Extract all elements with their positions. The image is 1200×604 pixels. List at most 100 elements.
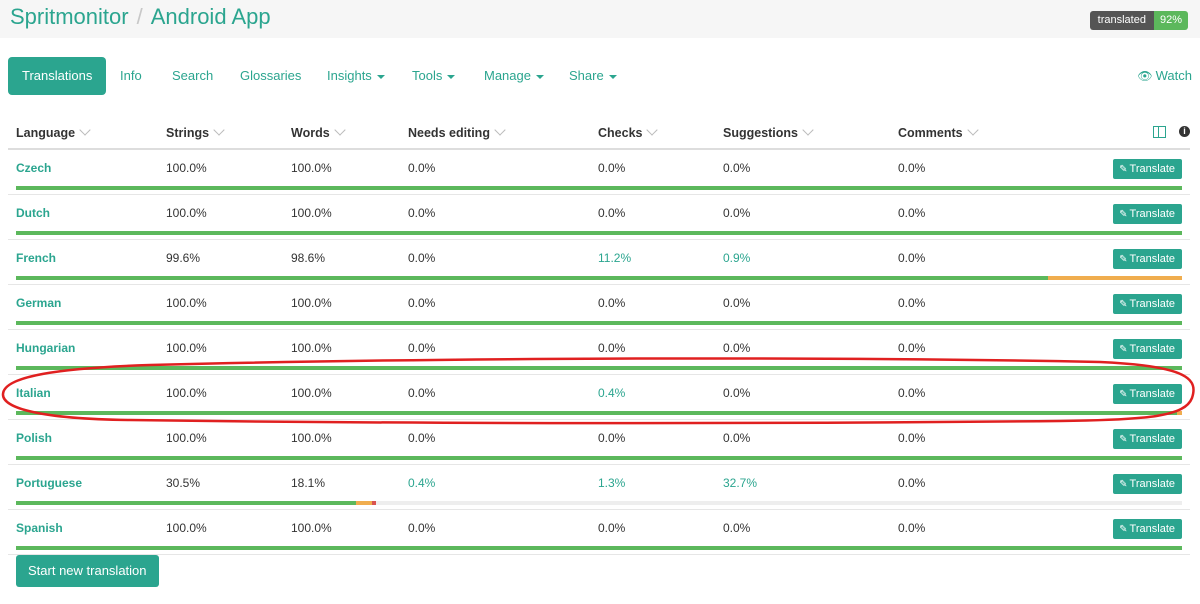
pencil-icon: ✎	[1119, 164, 1128, 175]
comments-cell: 0.0% ✎ Translate	[890, 194, 1190, 240]
sort-icon	[213, 124, 225, 136]
suggestions-value: 0.0%	[723, 161, 751, 175]
suggestions-value: 0.0%	[723, 386, 751, 400]
checks-value: 0.0%	[598, 206, 626, 220]
strings-cell: 100.0%	[158, 374, 283, 420]
words-value: 100.0%	[291, 521, 332, 535]
checks-value[interactable]: 0.4%	[598, 386, 626, 400]
col-strings[interactable]: Strings	[158, 118, 283, 150]
tab-search[interactable]: Search	[172, 57, 213, 95]
words-cell: 18.1%	[283, 464, 400, 510]
checks-value[interactable]: 11.2%	[598, 251, 632, 265]
column-label: Comments	[898, 126, 963, 140]
tab-label: Insights	[327, 68, 372, 83]
strings-cell: 100.0%	[158, 284, 283, 330]
tab-tools[interactable]: Tools	[412, 57, 456, 95]
col-checks[interactable]: Checks	[590, 118, 715, 150]
language-cell: Spanish	[8, 509, 1182, 555]
start-new-translation-button[interactable]: Start new translation	[16, 555, 159, 587]
watch-label: Watch	[1155, 68, 1192, 83]
language-link[interactable]: Spanish	[16, 521, 63, 535]
tab-manage[interactable]: Manage	[484, 57, 544, 95]
translate-button[interactable]: ✎ Translate	[1113, 519, 1182, 539]
translate-label: Translate	[1129, 478, 1175, 490]
tab-glossaries[interactable]: Glossaries	[240, 57, 301, 95]
language-link[interactable]: German	[16, 296, 62, 310]
translate-label: Translate	[1129, 208, 1175, 220]
suggestions-cell: 0.0%	[715, 374, 890, 420]
words-value: 98.6%	[291, 251, 326, 265]
words-cell: 100.0%	[283, 284, 400, 330]
language-link[interactable]: Italian	[16, 386, 51, 400]
table-row: Hungarian 100.0% 100.0% 0.0% 0.0% 0.0% 0.0% ✎ Tr…	[8, 329, 1190, 375]
checks-value: 0.0%	[598, 341, 626, 355]
col-language[interactable]: Language	[8, 118, 158, 150]
words-value: 100.0%	[291, 296, 332, 310]
translate-button[interactable]: ✎ Translate	[1113, 474, 1182, 494]
translate-button[interactable]: ✎ Translate	[1113, 159, 1182, 179]
words-value: 18.1%	[291, 476, 326, 490]
translate-button[interactable]: ✎ Translate	[1113, 384, 1182, 404]
tab-info[interactable]: Info	[120, 57, 142, 95]
comments-cell: 0.0% ✎ Translate	[890, 239, 1190, 285]
translate-label: Translate	[1129, 343, 1175, 355]
watch-button[interactable]: 👁 Watch	[1137, 57, 1192, 95]
checks-value[interactable]: 1.3%	[598, 476, 626, 490]
suggestions-cell: 0.0%	[715, 419, 890, 465]
language-link[interactable]: Czech	[16, 161, 52, 175]
translate-button[interactable]: ✎ Translate	[1113, 339, 1182, 359]
col-needs-editing[interactable]: Needs editing	[400, 118, 590, 150]
translate-button[interactable]: ✎ Translate	[1113, 204, 1182, 224]
tab-share[interactable]: Share	[569, 57, 617, 95]
project-link[interactable]: Spritmonitor	[10, 4, 129, 29]
translate-button[interactable]: ✎ Translate	[1113, 294, 1182, 314]
translate-label: Translate	[1129, 388, 1175, 400]
needs-editing-cell: 0.4%	[400, 464, 590, 510]
language-cell: Czech	[8, 149, 1182, 195]
language-link[interactable]: Portuguese	[16, 476, 83, 490]
chevron-down-icon	[535, 74, 544, 79]
needs-editing-cell: 0.0%	[400, 329, 590, 375]
tab-label: Search	[172, 68, 214, 83]
col-comments[interactable]: Comments	[890, 118, 1190, 150]
table-header-row: Language Strings Words Needs editing Che…	[8, 118, 1190, 150]
comments-cell: 0.0% ✎ Translate	[890, 464, 1190, 510]
table-row: French 99.6% 98.6% 0.0% 11.2% 0.9% 0.0% ✎ Transl…	[8, 239, 1190, 285]
pencil-icon: ✎	[1119, 479, 1128, 490]
column-label: Language	[16, 126, 76, 140]
suggestions-cell: 0.9%	[715, 239, 890, 285]
suggestions-value[interactable]: 32.7%	[723, 476, 758, 490]
tab-insights[interactable]: Insights	[327, 57, 385, 95]
language-link[interactable]: Hungarian	[16, 341, 76, 355]
language-link[interactable]: French	[16, 251, 57, 265]
table-row: Italian 100.0% 100.0% 0.0% 0.4% 0.0% 0.0% ✎ Tran…	[8, 374, 1190, 420]
needs-editing-value[interactable]: 0.4%	[408, 476, 436, 490]
col-suggestions[interactable]: Suggestions	[715, 118, 890, 150]
suggestions-value[interactable]: 0.9%	[723, 251, 751, 265]
language-link[interactable]: Polish	[16, 431, 53, 445]
table-body: Czech 100.0% 100.0% 0.0% 0.0% 0.0% 0.0% ✎ Transl…	[8, 149, 1190, 555]
table-row: German 100.0% 100.0% 0.0% 0.0% 0.0% 0.0% ✎ Trans…	[8, 284, 1190, 330]
strings-value: 100.0%	[166, 431, 207, 445]
component-link[interactable]: Android App	[150, 4, 271, 29]
checks-value: 0.0%	[598, 161, 626, 175]
needs-editing-cell: 0.0%	[400, 239, 590, 285]
language-cell: French	[8, 239, 1182, 285]
strings-cell: 99.6%	[158, 239, 283, 285]
language-link[interactable]: Dutch	[16, 206, 50, 220]
words-value: 100.0%	[291, 341, 332, 355]
column-label: Words	[291, 126, 330, 140]
translate-button[interactable]: ✎ Translate	[1113, 249, 1182, 269]
language-cell: Italian	[8, 374, 1182, 420]
words-cell: 100.0%	[283, 329, 400, 375]
sort-icon	[79, 124, 91, 136]
checks-value: 0.0%	[598, 296, 626, 310]
strings-value: 30.5%	[166, 476, 201, 490]
breadcrumb-separator: /	[136, 4, 143, 29]
col-words[interactable]: Words	[283, 118, 400, 150]
table-row: Dutch 100.0% 100.0% 0.0% 0.0% 0.0% 0.0% ✎ Transl…	[8, 194, 1190, 240]
translate-button[interactable]: ✎ Translate	[1113, 429, 1182, 449]
tab-translations[interactable]: Translations	[8, 57, 107, 95]
words-cell: 100.0%	[283, 509, 400, 555]
checks-cell: 0.0%	[590, 284, 715, 330]
